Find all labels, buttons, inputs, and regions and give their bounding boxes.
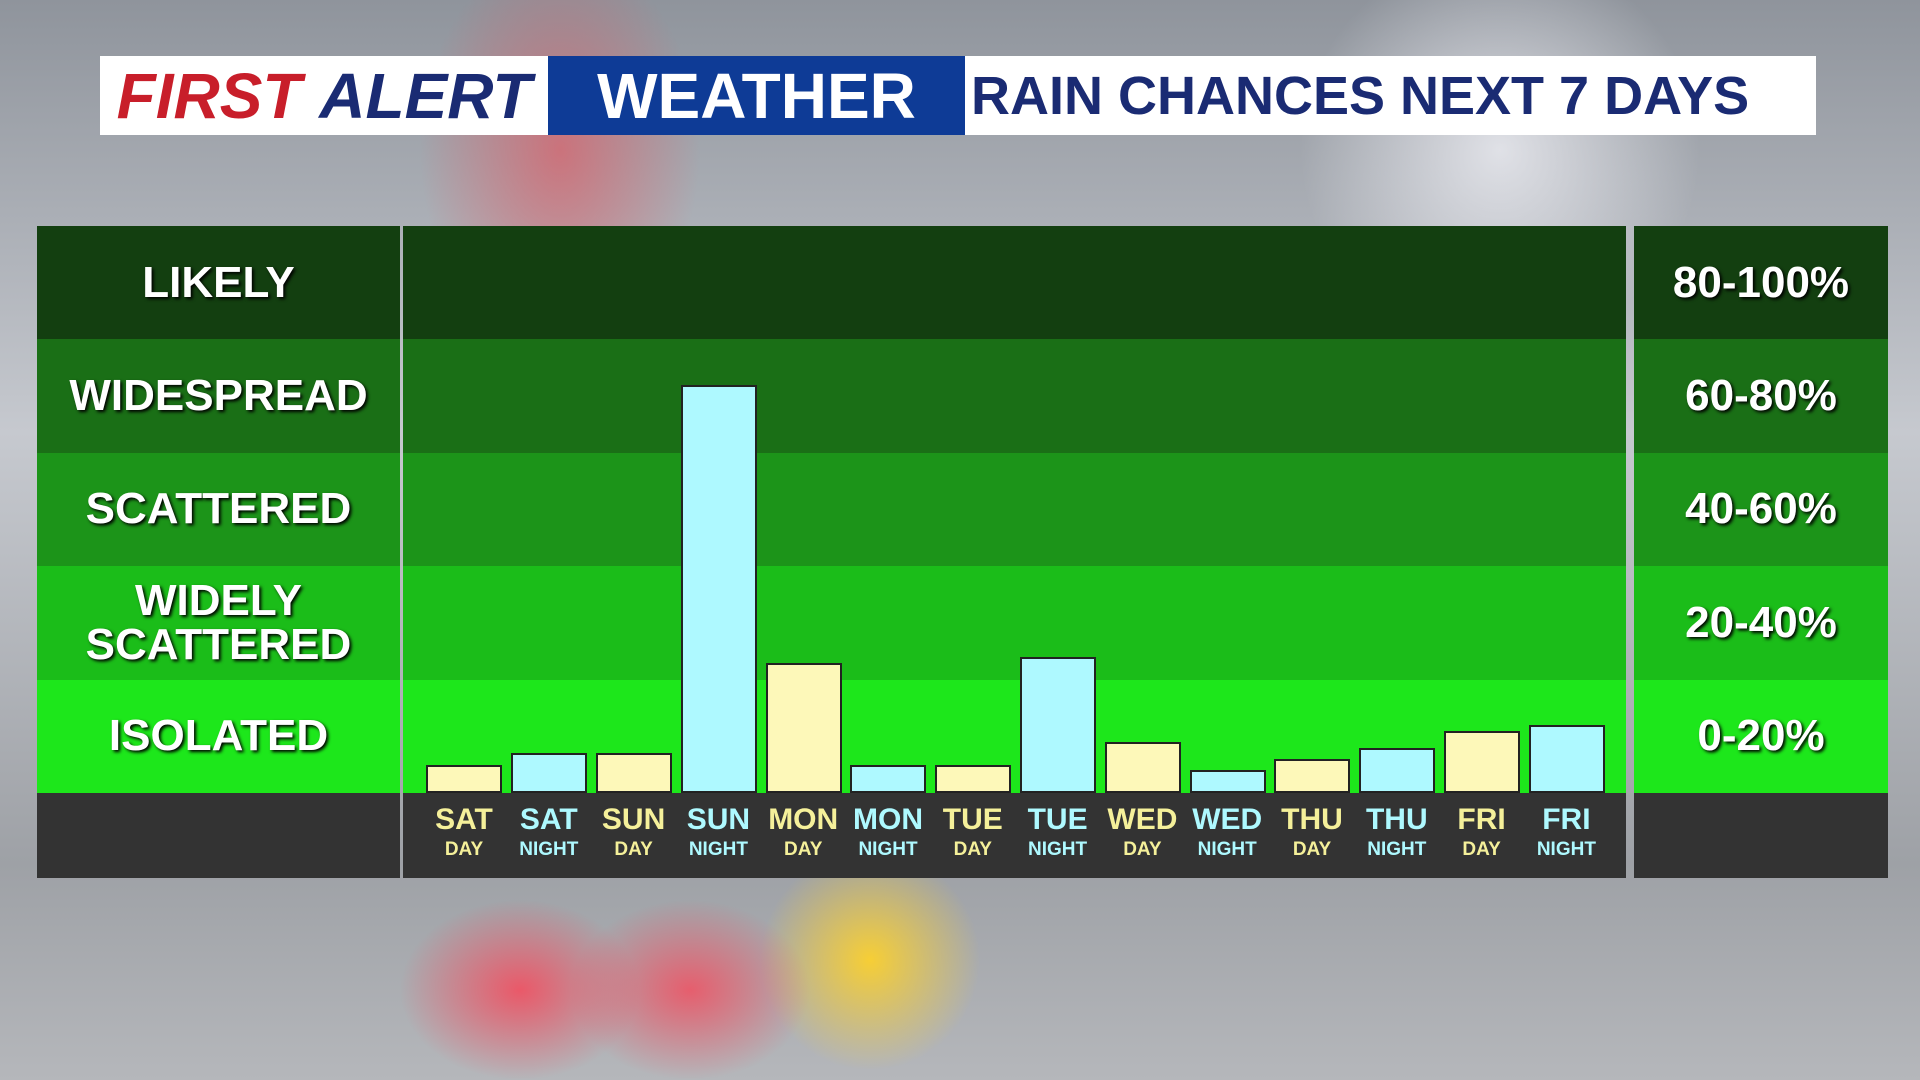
- band-range: 60-80%: [1634, 339, 1888, 453]
- bar: [1189, 770, 1266, 793]
- x-tick-day: THU: [1365, 803, 1428, 836]
- x-tick-period: DAY: [1123, 839, 1162, 860]
- x-tick-period: DAY: [1462, 839, 1501, 860]
- x-tick-day: SAT: [519, 803, 578, 836]
- x-tick-period: NIGHT: [1536, 839, 1596, 860]
- x-tick-label: MON DAY: [761, 803, 845, 861]
- bar: [1020, 656, 1096, 793]
- x-tick-label: SUN DAY: [592, 803, 676, 861]
- x-tick-day: MON: [768, 803, 839, 836]
- title-box: RAIN CHANCES NEXT 7 DAYS: [965, 56, 1816, 135]
- band-range: 80-100%: [1634, 226, 1888, 340]
- x-tick-day: THU: [1281, 803, 1343, 836]
- bar: [1359, 747, 1436, 793]
- x-tick-period: DAY: [1292, 839, 1332, 860]
- x-tick-label: FRI DAY: [1440, 803, 1524, 861]
- x-tick-period: DAY: [953, 839, 992, 860]
- brand-weather-box: WEATHER: [548, 56, 965, 135]
- band-label: SCATTERED: [37, 452, 400, 567]
- bar: [765, 662, 842, 793]
- x-tick-label: SUN NIGHT: [676, 803, 760, 861]
- bar: [1528, 724, 1605, 793]
- bar: [511, 753, 588, 793]
- x-tick-day: FRI: [1542, 803, 1591, 836]
- band: [403, 226, 1626, 340]
- x-tick-day: SAT: [435, 803, 493, 836]
- band-label: WIDELY SCATTERED: [37, 566, 400, 680]
- band: [403, 339, 1626, 453]
- band-range: 20-40%: [1634, 566, 1888, 680]
- x-tick-day: WED: [1107, 803, 1178, 836]
- band-label: ISOLATED: [37, 679, 400, 793]
- x-tick-period: NIGHT: [688, 839, 748, 860]
- x-tick-day: TUE: [942, 803, 1003, 836]
- band: [403, 566, 1626, 680]
- x-tick-period: NIGHT: [1028, 839, 1088, 860]
- bar: [1444, 730, 1520, 793]
- x-tick-label: THU DAY: [1270, 803, 1354, 861]
- x-tick-period: DAY: [784, 839, 823, 860]
- x-tick-day: WED: [1192, 803, 1263, 836]
- x-tick-period: NIGHT: [858, 839, 918, 860]
- x-tick-period: NIGHT: [519, 839, 579, 860]
- band-label: WIDESPREAD: [37, 339, 400, 453]
- x-tick-day: SUN: [601, 803, 666, 836]
- x-tick-label: WED NIGHT: [1185, 803, 1269, 861]
- x-tick-label: SAT NIGHT: [507, 803, 591, 861]
- x-tick-label: SAT DAY: [422, 803, 506, 861]
- x-tick-day: MON: [853, 803, 923, 836]
- band-range: 0-20%: [1634, 679, 1888, 793]
- x-tick-label: FRI NIGHT: [1524, 803, 1608, 861]
- x-tick-label: MON NIGHT: [846, 803, 930, 861]
- x-axis-panel: [403, 793, 1626, 878]
- bar: [1104, 741, 1181, 793]
- x-tick-label: WED DAY: [1100, 803, 1184, 861]
- band: [403, 452, 1626, 567]
- x-tick-day: TUE: [1027, 803, 1088, 836]
- brand-box: FIRST ALERT: [100, 56, 548, 135]
- x-tick-period: DAY: [444, 839, 484, 860]
- x-tick-day: SUN: [686, 803, 751, 836]
- x-tick-day: FRI: [1457, 803, 1506, 836]
- band-label: LIKELY: [37, 226, 400, 340]
- brand-weather: WEATHER: [597, 59, 916, 132]
- left-footer: [37, 793, 400, 878]
- brand-first: FIRST: [116, 59, 302, 132]
- bar: [680, 384, 757, 793]
- x-tick-period: DAY: [614, 839, 653, 860]
- band-range: 40-60%: [1634, 452, 1888, 567]
- x-tick-label: TUE NIGHT: [1016, 803, 1100, 861]
- bar: [850, 764, 927, 793]
- x-tick-period: NIGHT: [1367, 839, 1427, 860]
- chart-title: RAIN CHANCES NEXT 7 DAYS: [971, 65, 1750, 126]
- bar: [426, 764, 503, 793]
- brand-alert: ALERT: [319, 59, 532, 132]
- right-footer: [1634, 793, 1888, 878]
- x-tick-label: TUE DAY: [931, 803, 1015, 861]
- x-tick-label: THU NIGHT: [1355, 803, 1439, 861]
- bar: [935, 764, 1012, 793]
- x-tick-period: NIGHT: [1197, 839, 1257, 860]
- bar: [1274, 758, 1351, 793]
- bar: [596, 753, 672, 793]
